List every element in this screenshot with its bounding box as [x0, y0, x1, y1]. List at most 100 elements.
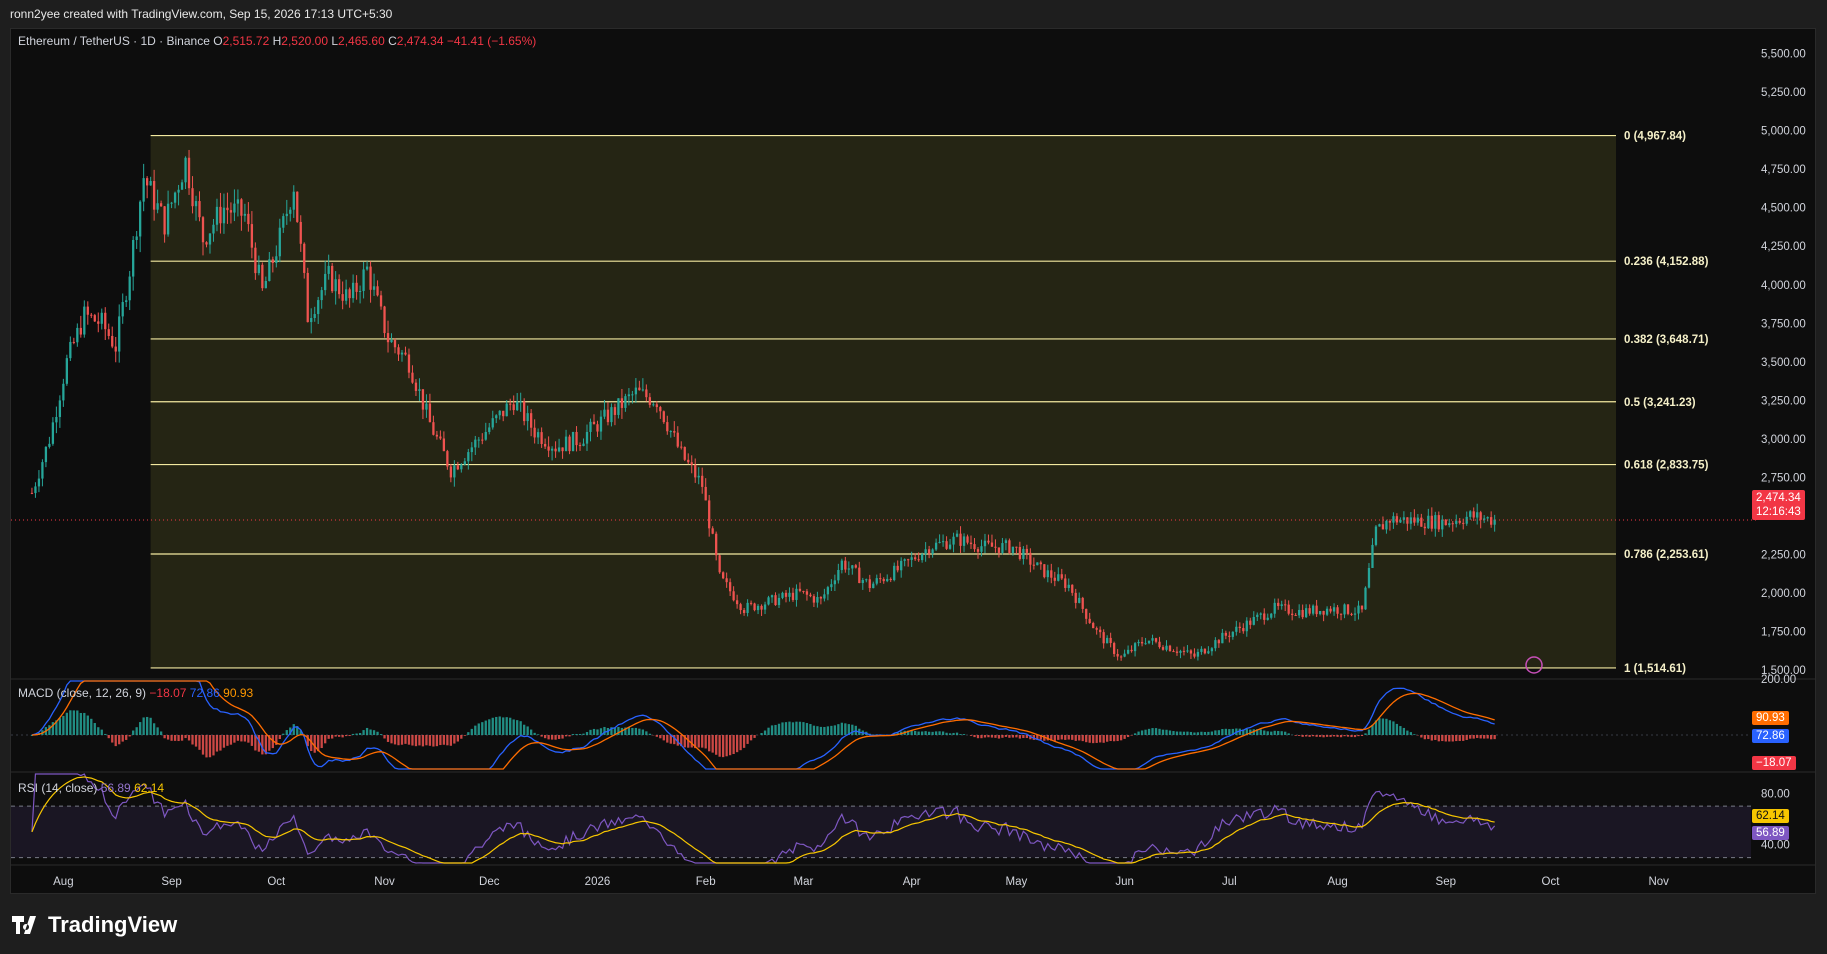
macd-hist-value: −18.07 [149, 686, 187, 700]
candle-body [1228, 635, 1231, 637]
macd-histogram-bar [844, 723, 847, 735]
macd-histogram-bar [69, 710, 72, 735]
rsi-label[interactable]: RSI (14, close) [18, 781, 98, 795]
macd-histogram-bar [306, 735, 309, 747]
candle-body [184, 157, 187, 183]
macd-histogram-bar [355, 733, 358, 735]
macd-histogram-bar [1486, 735, 1489, 739]
macd-histogram-bar [1015, 735, 1018, 738]
macd-histogram-bar [1364, 733, 1367, 735]
candle-body [93, 315, 96, 322]
macd-histogram-bar [568, 735, 571, 737]
candle-body [474, 439, 477, 448]
candle-body [589, 421, 592, 432]
candle-body [659, 407, 662, 412]
candle-body [334, 279, 337, 292]
macd-histogram-bar [1357, 735, 1360, 737]
macd-histogram-bar [1287, 733, 1290, 735]
macd-histogram-bar [125, 735, 128, 740]
candle-body [442, 438, 446, 452]
candle-body [613, 407, 617, 415]
macd-histogram-bar [1444, 735, 1447, 742]
macd-histogram-bar [1210, 731, 1214, 735]
macd-histogram-bar [809, 724, 812, 735]
candle-body [226, 207, 229, 211]
macd-histogram-bar [1256, 729, 1259, 735]
tradingview-logo[interactable]: TradingView [12, 912, 177, 938]
macd-histogram-bar [697, 735, 700, 748]
macd-histogram-bar [146, 716, 149, 735]
time-axis-tick: Sep [161, 876, 181, 888]
macd-histogram-bar [229, 735, 233, 745]
macd-histogram-bar [278, 735, 281, 740]
macd-label[interactable]: MACD (close, 12, 26, 9) [18, 686, 147, 700]
macd-histogram-bar [1392, 721, 1395, 735]
macd-histogram-bar [774, 724, 777, 735]
macd-signal-tag: 90.93 [1752, 711, 1789, 725]
candle-body [638, 387, 641, 391]
symbol-name[interactable]: Ethereum / TetherUS · 1D · Binance [18, 34, 210, 48]
candle-body [934, 542, 938, 550]
macd-histogram-bar [1071, 735, 1074, 740]
candle-body [983, 540, 987, 547]
candle-body [564, 436, 568, 452]
candle-body [205, 242, 208, 245]
fib-level-label-1: 1 (1,514.61) [1624, 663, 1686, 675]
candle-body [655, 404, 658, 408]
candle-body [1214, 640, 1217, 649]
candle-body [718, 555, 721, 573]
macd-histogram-bar [938, 731, 941, 735]
macd-histogram-bar [1046, 735, 1049, 741]
candle-body [177, 189, 180, 193]
macd-histogram-bar [1308, 735, 1311, 737]
candle-body [704, 486, 707, 501]
macd-histogram-bar [313, 735, 316, 753]
macd-histogram-bar [1388, 720, 1392, 735]
macd-histogram-bar [467, 732, 470, 735]
macd-histogram-bar [365, 727, 369, 735]
macd-histogram-bar [1207, 731, 1210, 735]
candle-body [711, 528, 714, 534]
macd-histogram-bar [1266, 731, 1269, 735]
candle-body [292, 191, 295, 210]
chart-svg[interactable]: 0 (4,967.84) 0.236 (4,152.88) 0.382 (3,648… [11, 29, 1815, 893]
rsi-ma-line [31, 776, 1495, 864]
candle-body [1371, 544, 1374, 568]
candle-body [76, 327, 79, 343]
macd-histogram-bar [159, 731, 163, 735]
low-value: 2,465.60 [338, 34, 385, 48]
candle-body [30, 492, 34, 494]
candle-body [1469, 511, 1472, 517]
chart-frame[interactable]: 0 (4,967.84) 0.236 (4,152.88) 0.382 (3,648… [10, 28, 1816, 894]
candle-body [955, 533, 959, 537]
macd-histogram-bar [100, 729, 103, 735]
macd-histogram-bar [589, 729, 592, 735]
candle-body [1224, 632, 1227, 636]
macd-histogram-bar [1032, 735, 1035, 740]
candle-body [470, 447, 473, 453]
candle-body [170, 202, 173, 204]
macd-histogram-bar [435, 735, 439, 747]
macd-histogram-bar [624, 727, 627, 735]
macd-histogram-bar [104, 733, 107, 735]
candle-body [1346, 604, 1350, 614]
macd-histogram-bar [166, 735, 170, 740]
candle-body [404, 352, 407, 355]
candle-body [55, 416, 58, 423]
candle-body [72, 341, 75, 343]
macd-histogram-bar [1025, 735, 1029, 739]
macd-histogram-bar [1353, 735, 1357, 738]
macd-histogram-bar [708, 735, 711, 752]
macd-histogram-bar [1137, 731, 1140, 735]
macd-histogram-bar [749, 735, 753, 741]
time-axis-tick: Apr [903, 876, 921, 888]
candle-body [1119, 656, 1123, 658]
macd-histogram-bar [149, 717, 152, 735]
candle-body [1238, 626, 1241, 629]
candle-body [1360, 605, 1364, 610]
macd-histogram-bar [914, 730, 917, 735]
macd-histogram-bar [837, 724, 840, 735]
candle-body [770, 595, 774, 598]
macd-signal-line [31, 680, 1495, 770]
candle-body [830, 584, 833, 588]
